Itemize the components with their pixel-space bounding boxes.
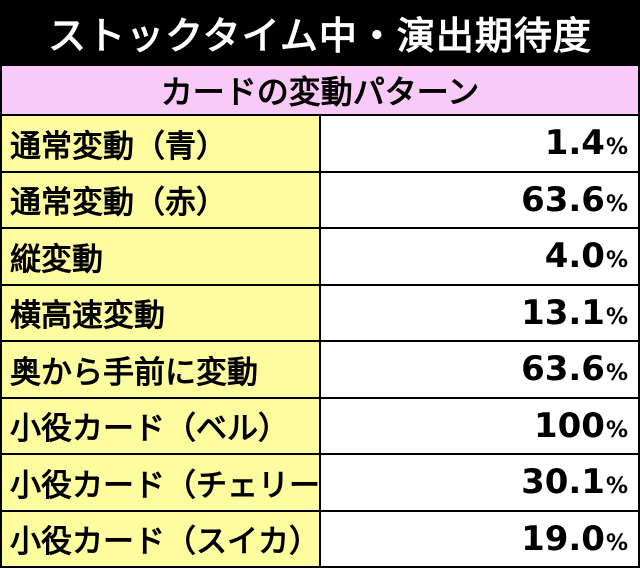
percent-unit: % bbox=[605, 191, 628, 217]
row-label: 奥から手前に変動 bbox=[0, 340, 321, 399]
table-row: 奥から手前に変動 63.6% bbox=[0, 340, 640, 399]
row-value: 63.6 bbox=[521, 349, 605, 390]
row-value-cell: 4.0% bbox=[319, 227, 640, 286]
subtitle-row: カードの変動パターン bbox=[0, 64, 640, 116]
row-label: 通常変動（青） bbox=[0, 114, 321, 173]
row-label: 小役カード（ベル） bbox=[0, 396, 321, 455]
row-value-cell: 30.1% bbox=[319, 453, 640, 512]
table-row: 縦変動 4.0% bbox=[0, 227, 640, 286]
row-value: 1.4 bbox=[544, 123, 605, 164]
row-label: 縦変動 bbox=[0, 227, 321, 286]
row-value-cell: 63.6% bbox=[319, 170, 640, 229]
row-value: 13.1 bbox=[521, 292, 605, 333]
row-label: 横高速変動 bbox=[0, 283, 321, 342]
table-subtitle: カードの変動パターン bbox=[0, 64, 640, 116]
percent-unit: % bbox=[605, 530, 628, 556]
row-value-cell: 19.0% bbox=[319, 509, 640, 568]
table-row: 小役カード（ベル） 100% bbox=[0, 396, 640, 455]
expectation-table: カードの変動パターン 通常変動（青） 1.4% 通常変動（赤） 63.6% 縦変… bbox=[0, 64, 640, 568]
table-row: 小役カード（チェリー） 30.1% bbox=[0, 453, 640, 512]
percent-unit: % bbox=[605, 304, 628, 330]
row-label: 小役カード（スイカ） bbox=[0, 509, 321, 568]
percent-unit: % bbox=[605, 417, 628, 443]
row-value: 19.0 bbox=[521, 518, 605, 559]
percent-unit: % bbox=[605, 135, 628, 161]
page-title: ストックタイム中・演出期待度 bbox=[0, 0, 640, 64]
row-value: 63.6 bbox=[521, 179, 605, 220]
row-value: 30.1 bbox=[521, 462, 605, 503]
row-value-cell: 100% bbox=[319, 396, 640, 455]
row-value-cell: 63.6% bbox=[319, 340, 640, 399]
percent-unit: % bbox=[605, 248, 628, 274]
table-row: 通常変動（青） 1.4% bbox=[0, 114, 640, 173]
table-row: 通常変動（赤） 63.6% bbox=[0, 170, 640, 229]
row-label: 通常変動（赤） bbox=[0, 170, 321, 229]
row-value: 100 bbox=[533, 405, 605, 446]
table-row: 横高速変動 13.1% bbox=[0, 283, 640, 342]
percent-unit: % bbox=[605, 361, 628, 387]
table-row: 小役カード（スイカ） 19.0% bbox=[0, 509, 640, 568]
row-value: 4.0 bbox=[544, 236, 605, 277]
row-value-cell: 13.1% bbox=[319, 283, 640, 342]
row-value-cell: 1.4% bbox=[319, 114, 640, 173]
percent-unit: % bbox=[605, 474, 628, 500]
row-label: 小役カード（チェリー） bbox=[0, 453, 321, 512]
